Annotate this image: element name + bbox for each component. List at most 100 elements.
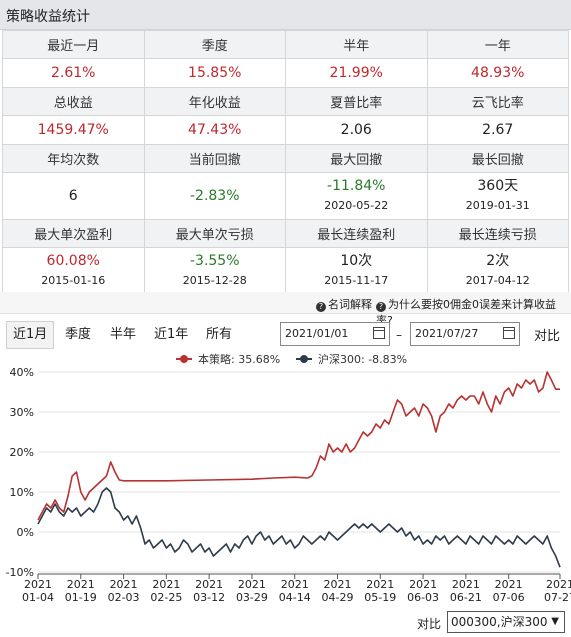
x-tick-date: 06-03	[407, 591, 439, 604]
stat-value-yunfei: 2.67	[426, 115, 569, 145]
start-date-value: 2021/01/01	[285, 327, 349, 340]
stat-date: 2019-01-31	[465, 199, 530, 212]
y-tick-label: 0%	[17, 526, 34, 539]
y-tick-label: 20%	[10, 446, 34, 459]
x-tick-date: 01-04	[22, 591, 54, 604]
series-line-benchmark	[37, 487, 561, 568]
stat-label: 最大单次盈利	[2, 219, 145, 248]
stat-cell-max-drawdown: -11.84% 2020-05-22	[285, 172, 428, 220]
x-tick-year: 2021	[452, 578, 480, 591]
x-tick-date: 04-14	[279, 591, 311, 604]
period-button-1y[interactable]: 近1年	[154, 327, 189, 342]
stat-value-total-return: 1459.47%	[2, 115, 145, 145]
stats-table: 最近一月 季度 半年 一年 2.61% 15.85% 21.99% 48.93%…	[2, 30, 569, 295]
calendar-icon[interactable]	[503, 327, 515, 339]
stat-label: 年均次数	[2, 144, 145, 173]
x-tick-year: 2021	[281, 578, 309, 591]
stat-value-year: 48.93%	[426, 58, 569, 88]
stats-header-row: 最大单次盈利 最大单次亏损 最长连续盈利 最长连续亏损	[2, 219, 569, 248]
stat-cell-trades-per-year: 6	[2, 172, 145, 220]
series-line-strategy	[37, 371, 560, 521]
stat-date: 2015-11-17	[324, 274, 389, 287]
range-control-bar: 近1月 季度 半年 近1年 所有 2021/01/01 – 2021/07/27…	[0, 318, 571, 350]
x-tick-year: 2021	[110, 578, 138, 591]
stat-cell-current-drawdown: -2.83%	[143, 172, 286, 220]
stat-label: 夏普比率	[285, 87, 428, 116]
stat-value: 10次	[340, 253, 373, 269]
x-tick-year: 2021	[324, 578, 352, 591]
x-tick-year: 2021	[238, 578, 266, 591]
legend-swatch-dot	[180, 355, 188, 363]
legend-swatch-dot	[300, 355, 308, 363]
x-tick-date: 05-19	[364, 591, 396, 604]
date-range-dash: –	[396, 328, 402, 342]
x-tick-year: 2021	[546, 578, 571, 591]
stat-value: 60.08%	[46, 253, 100, 269]
stat-value-quarter: 15.85%	[143, 58, 286, 88]
stat-date: 2020-05-22	[324, 199, 389, 212]
compare-label: 对比	[417, 617, 442, 631]
stat-cell-longest-win-streak: 10次 2015-11-17	[285, 247, 428, 295]
stat-label: 最长连续亏损	[426, 219, 569, 248]
stat-cell-longest-loss-streak: 2次 2017-04-12	[426, 247, 569, 295]
stat-value-annual-return: 47.43%	[143, 115, 286, 145]
stat-cell-max-single-loss: -3.55% 2015-12-28	[143, 247, 286, 295]
end-date-input[interactable]: 2021/07/27	[410, 322, 520, 346]
glossary-link[interactable]: ? 名词解释	[316, 296, 372, 312]
chevron-down-icon: ▼	[551, 616, 559, 627]
x-tick-date: 03-12	[193, 591, 225, 604]
stat-value: 360天	[477, 178, 519, 194]
x-tick-year: 2021	[495, 578, 523, 591]
stat-value: 6	[68, 188, 78, 204]
benchmark-select[interactable]: 000300,沪深300 ▼	[447, 611, 565, 633]
stat-value-sharpe: 2.06	[285, 115, 428, 145]
compare-footer: 对比 000300,沪深300 ▼	[0, 609, 571, 637]
y-tick-label: 30%	[10, 406, 34, 419]
y-tick-label: -10%	[6, 566, 34, 579]
period-button-all[interactable]: 所有	[206, 327, 233, 342]
legend-item-benchmark: 沪深300: -8.83%	[318, 352, 407, 366]
x-tick-year: 2021	[152, 578, 180, 591]
question-icon: ?	[376, 302, 386, 312]
x-tick-year: 2021	[195, 578, 223, 591]
start-date-input[interactable]: 2021/01/01	[280, 322, 390, 346]
x-tick-date: 02-03	[108, 591, 140, 604]
stat-label: 最长连续盈利	[285, 219, 428, 248]
stat-label: 最大单次亏损	[143, 219, 286, 248]
x-tick-year: 2021	[67, 578, 95, 591]
stat-label: 最近一月	[2, 30, 145, 59]
stat-date: 2017-04-12	[465, 274, 530, 287]
panel-title: 策略收益统计	[6, 9, 90, 25]
x-tick-date: 07-06	[493, 591, 525, 604]
stat-label: 云飞比率	[426, 87, 569, 116]
stat-label: 总收益	[2, 87, 145, 116]
stat-label: 年化收益	[143, 87, 286, 116]
stats-value-row: 6 -2.83% -11.84% 2020-05-22 360天 2019-01…	[2, 172, 569, 220]
stat-label: 一年	[426, 30, 569, 59]
end-date-value: 2021/07/27	[415, 327, 479, 340]
period-button-1m[interactable]: 近1月	[6, 321, 55, 349]
stat-value: -2.83%	[189, 188, 240, 204]
stat-label: 最大回撤	[285, 144, 428, 173]
x-tick-date: 04-29	[322, 591, 354, 604]
compare-button[interactable]: 对比	[534, 329, 561, 344]
stat-label: 半年	[285, 30, 428, 59]
period-button-quarter[interactable]: 季度	[65, 327, 92, 342]
stat-value-halfyear: 21.99%	[285, 58, 428, 88]
stat-value-month: 2.61%	[2, 58, 145, 88]
period-button-halfyear[interactable]: 半年	[110, 327, 137, 342]
x-tick-year: 2021	[24, 578, 52, 591]
glossary-label: 名词解释	[328, 298, 372, 311]
calendar-icon[interactable]	[373, 327, 385, 339]
stat-label: 季度	[143, 30, 286, 59]
x-tick-date: 01-19	[65, 591, 97, 604]
x-tick-date: 07-27	[544, 591, 571, 604]
stat-label: 当前回撤	[143, 144, 286, 173]
stats-value-row: 1459.47% 47.43% 2.06 2.67	[2, 115, 569, 145]
stat-cell-longest-drawdown: 360天 2019-01-31	[426, 172, 569, 220]
x-tick-date: 06-21	[450, 591, 482, 604]
stats-header-row: 年均次数 当前回撤 最大回撤 最长回撤	[2, 144, 569, 173]
x-tick-year: 2021	[409, 578, 437, 591]
question-icon: ?	[316, 302, 326, 312]
stats-header-row: 最近一月 季度 半年 一年	[2, 30, 569, 59]
